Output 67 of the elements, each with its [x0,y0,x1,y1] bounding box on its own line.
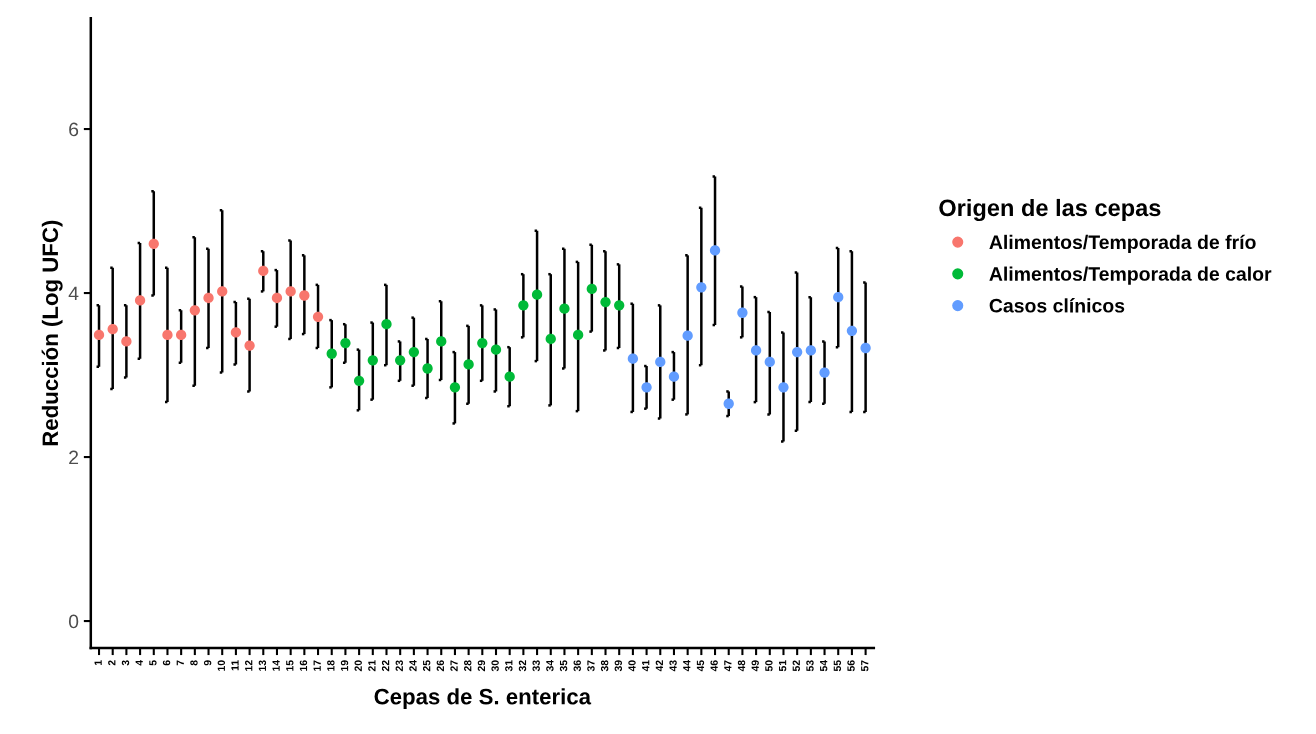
x-tick-label: 16 [299,660,308,671]
x-tick-label: 46 [710,660,718,672]
x-tick-label: 26 [436,660,445,672]
x-tick-label: 48 [737,660,746,672]
x-tick-label: 11 [231,660,239,671]
x-tick-label: 24 [409,659,417,672]
x-tick-label: 21 [368,660,376,672]
x-tick-label: 14 [272,659,280,671]
x-tick-label: 42 [655,660,663,672]
x-tick-label: 29 [477,660,486,672]
x-tick-label: 39 [614,660,623,672]
x-tick-label: 56 [847,660,855,672]
x-tick-label: 15 [286,660,294,671]
x-tick-label: 13 [258,660,267,671]
x-tick-label: 53 [806,660,814,672]
x-tick-label: 2 [108,660,116,666]
x-tick-label: 47 [724,660,732,672]
x-tick-label: 30 [491,660,499,672]
x-tick-label: 57 [861,660,869,672]
x-tick-label: 4 [135,659,143,666]
legend-label: Alimentos/Temporada de frío [989,234,1256,253]
x-tick-label: 52 [792,660,800,672]
x-tick-label: 36 [573,660,581,672]
x-tick-label: 12 [245,660,253,671]
legend-label: Casos clínicos [989,298,1125,313]
x-tick-label: 44 [683,659,691,672]
x-tick-label: 32 [518,660,527,672]
x-tick-label: 54 [820,659,828,672]
x-tick-label: 3 [121,660,130,666]
y-axis-title: Reducción (Log UFC) [41,220,63,446]
y-tick-label: 6 [69,122,79,137]
x-tick-label: 7 [176,660,184,666]
y-tick-label: 2 [69,450,79,465]
legend-title: Origen de las cepas [939,198,1161,222]
x-tick-label: 34 [546,659,554,672]
x-axis-title: Cepas de S. enterica [374,688,592,709]
x-tick-label: 33 [532,660,540,672]
x-tick-label: 10 [217,660,226,671]
y-tick-label: 4 [68,286,79,301]
x-tick-label: 50 [765,660,773,672]
x-tick-label: 31 [505,660,513,672]
x-tick-label: 40 [628,660,636,672]
x-tick-label: 55 [833,660,842,672]
x-tick-label: 38 [600,660,609,672]
x-tick-label: 8 [190,660,198,666]
x-tick-label: 18 [327,660,335,671]
x-tick-label: 43 [669,660,677,672]
x-tick-label: 19 [340,660,349,671]
legend-label: Alimentos/Temporada de calor [989,266,1272,285]
x-tick-label: 51 [779,660,787,672]
x-tick-label: 9 [203,660,212,666]
x-tick-label: 22 [381,660,390,672]
x-tick-label: 23 [395,660,403,672]
x-tick-label: 37 [587,660,595,672]
x-tick-label: 5 [149,660,157,666]
x-tick-label: 17 [313,660,321,671]
x-tick-label: 25 [422,660,431,672]
x-tick-label: 41 [642,660,650,672]
x-tick-label: 49 [751,660,759,672]
x-tick-label: 35 [559,660,568,672]
x-tick-label: 20 [354,660,362,672]
x-tick-label: 45 [696,660,705,672]
y-tick-label: 0 [68,614,79,629]
x-tick-label: 1 [94,660,102,666]
x-tick-label: 28 [464,660,472,672]
x-tick-label: 27 [450,660,458,672]
x-tick-label: 6 [162,660,171,666]
